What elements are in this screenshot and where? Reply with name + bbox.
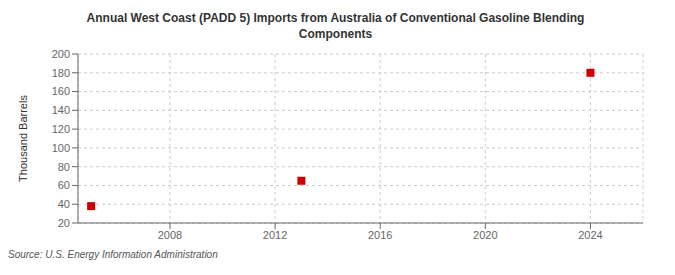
svg-text:40: 40 [58,198,70,210]
svg-text:140: 140 [52,104,70,116]
svg-text:2024: 2024 [578,229,602,241]
svg-text:2020: 2020 [473,229,497,241]
svg-text:2008: 2008 [158,229,182,241]
svg-text:2016: 2016 [368,229,392,241]
svg-text:80: 80 [58,161,70,173]
svg-text:180: 180 [52,67,70,79]
svg-text:100: 100 [52,142,70,154]
html-text:Components: Components [298,27,373,41]
svg-text:60: 60 [58,179,70,191]
svg-text:2012: 2012 [263,229,287,241]
html-text:Annual West Coast (PADD 5) Imp: Annual West Coast (PADD 5) Imports from … [86,11,585,25]
svg-text:Thousand Barrels: Thousand Barrels [17,95,29,182]
svg-text:120: 120 [52,123,70,135]
svg-text:200: 200 [52,48,70,60]
svg-text:20: 20 [58,217,70,229]
html-text:Source: U.S. Energy Informatio: Source: U.S. Energy Information Administ… [8,249,218,260]
svg-text:160: 160 [52,85,70,97]
